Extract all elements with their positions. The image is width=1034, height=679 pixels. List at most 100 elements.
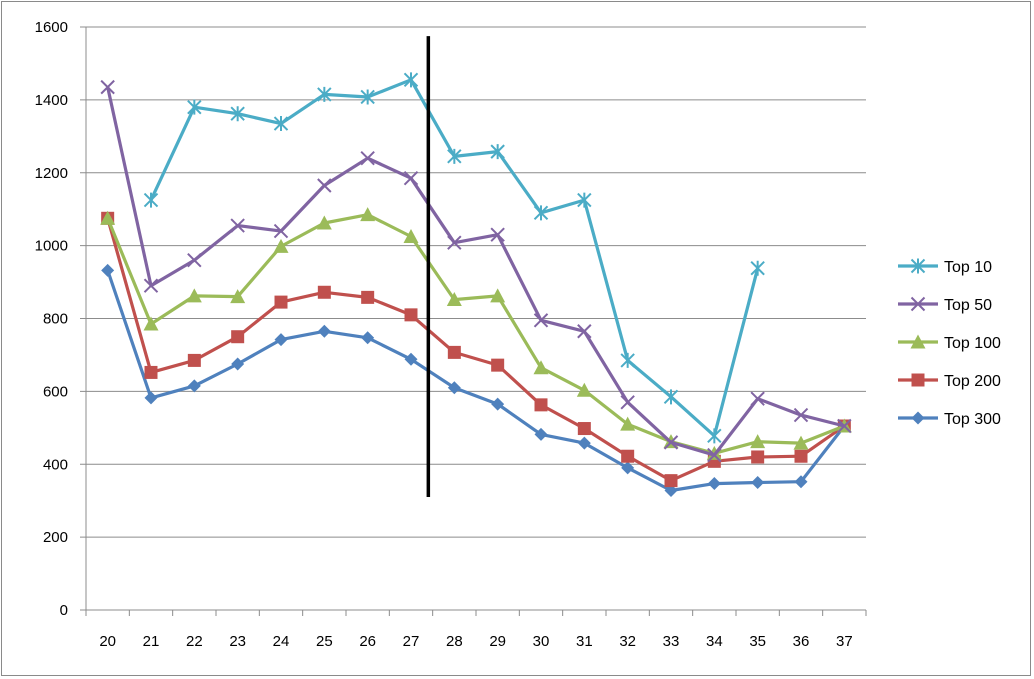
y-tick-label: 0 xyxy=(60,602,68,619)
point-marker xyxy=(707,447,722,463)
point-marker xyxy=(317,178,332,193)
point-marker xyxy=(447,381,461,395)
point-marker xyxy=(230,289,246,304)
point-marker xyxy=(534,398,548,412)
y-tick-label: 1600 xyxy=(35,19,68,36)
legend-label: Top 50 xyxy=(944,297,992,314)
point-marker xyxy=(447,148,462,164)
point-marker xyxy=(317,285,331,299)
point-marker xyxy=(750,391,765,406)
x-axis-ticks: 20 21 22 23 24 25 26 27 28 29 30 31 32 33 34 35 36 37 xyxy=(85,610,867,650)
y-tick-label: 200 xyxy=(43,529,68,546)
gridlines xyxy=(86,26,866,538)
point-marker xyxy=(577,324,592,339)
point-marker xyxy=(793,435,809,450)
point-marker xyxy=(187,353,201,367)
point-marker xyxy=(186,288,202,303)
point-marker xyxy=(187,379,201,393)
x-tick-label: 23 xyxy=(229,633,246,650)
point-marker xyxy=(404,352,418,366)
point-marker xyxy=(143,278,159,293)
legend-item: Top 200 xyxy=(898,373,1001,390)
x-tick-label: 28 xyxy=(446,633,463,650)
point-marker xyxy=(231,357,245,371)
point-marker xyxy=(100,79,115,95)
point-marker xyxy=(577,436,591,450)
point-marker xyxy=(273,116,289,132)
x-tick-label: 30 xyxy=(533,633,550,650)
point-marker xyxy=(620,395,635,410)
legend-item: Top 100 xyxy=(898,334,1001,352)
point-marker xyxy=(533,313,549,328)
series-top-300 xyxy=(101,263,851,497)
y-tick-label: 400 xyxy=(43,456,68,473)
point-marker xyxy=(577,192,592,208)
x-tick-label: 26 xyxy=(359,633,376,650)
point-marker xyxy=(577,422,591,436)
x-tick-label: 27 xyxy=(403,633,420,650)
point-marker xyxy=(100,210,116,225)
point-marker xyxy=(273,238,289,253)
point-marker xyxy=(707,428,722,444)
point-marker xyxy=(361,290,375,304)
point-marker xyxy=(664,474,678,488)
x-tick-label: 32 xyxy=(619,633,636,650)
point-marker xyxy=(621,449,635,463)
point-marker xyxy=(490,288,506,303)
point-marker xyxy=(707,477,721,491)
series-line xyxy=(106,213,845,455)
point-marker xyxy=(317,86,332,102)
y-tick-label: 1200 xyxy=(35,165,68,182)
point-marker xyxy=(910,296,926,312)
legend: Top 10 Top 50 Top 100 Top 200 Top 300 xyxy=(898,258,1001,428)
point-marker xyxy=(910,258,926,274)
point-marker xyxy=(491,397,505,411)
point-marker xyxy=(144,365,158,379)
point-marker xyxy=(750,434,766,449)
point-marker xyxy=(751,475,765,489)
point-marker xyxy=(144,391,158,405)
point-marker xyxy=(621,461,635,475)
x-tick-label: 25 xyxy=(316,633,333,650)
x-tick-label: 34 xyxy=(706,633,723,650)
point-marker xyxy=(143,316,159,331)
y-tick-label: 1400 xyxy=(35,92,68,109)
point-marker xyxy=(274,295,288,309)
x-tick-label: 33 xyxy=(663,633,680,650)
point-marker xyxy=(533,205,549,221)
point-marker xyxy=(911,373,925,387)
point-marker xyxy=(316,215,332,230)
x-tick-label: 31 xyxy=(576,633,593,650)
y-tick-label: 600 xyxy=(43,383,68,400)
point-marker xyxy=(361,331,375,345)
point-marker xyxy=(750,260,765,276)
point-marker xyxy=(663,435,679,450)
point-marker xyxy=(447,345,461,359)
point-marker xyxy=(664,483,678,497)
point-marker xyxy=(794,449,808,463)
legend-item: Top 10 xyxy=(898,258,992,276)
point-marker xyxy=(447,235,462,250)
point-marker xyxy=(231,330,245,344)
x-tick-label: 24 xyxy=(273,633,290,650)
point-marker xyxy=(360,89,375,105)
series-top-50 xyxy=(100,79,852,463)
y-axis-ticks: 0 200 400 600 800 1000 1200 1400 1600 xyxy=(35,19,86,619)
point-marker xyxy=(490,227,505,242)
point-marker xyxy=(274,333,288,347)
point-marker xyxy=(837,418,852,434)
series-line xyxy=(106,86,845,457)
legend-label: Top 300 xyxy=(944,411,1001,428)
legend-label: Top 200 xyxy=(944,373,1001,390)
point-marker xyxy=(534,427,548,441)
x-tick-label: 21 xyxy=(143,633,160,650)
point-marker xyxy=(620,352,635,368)
series-top-10 xyxy=(143,72,765,444)
point-marker xyxy=(663,389,679,405)
point-marker xyxy=(143,192,159,208)
x-tick-label: 29 xyxy=(489,633,506,650)
point-marker xyxy=(793,407,809,423)
point-marker xyxy=(403,229,419,244)
point-marker xyxy=(360,207,376,222)
